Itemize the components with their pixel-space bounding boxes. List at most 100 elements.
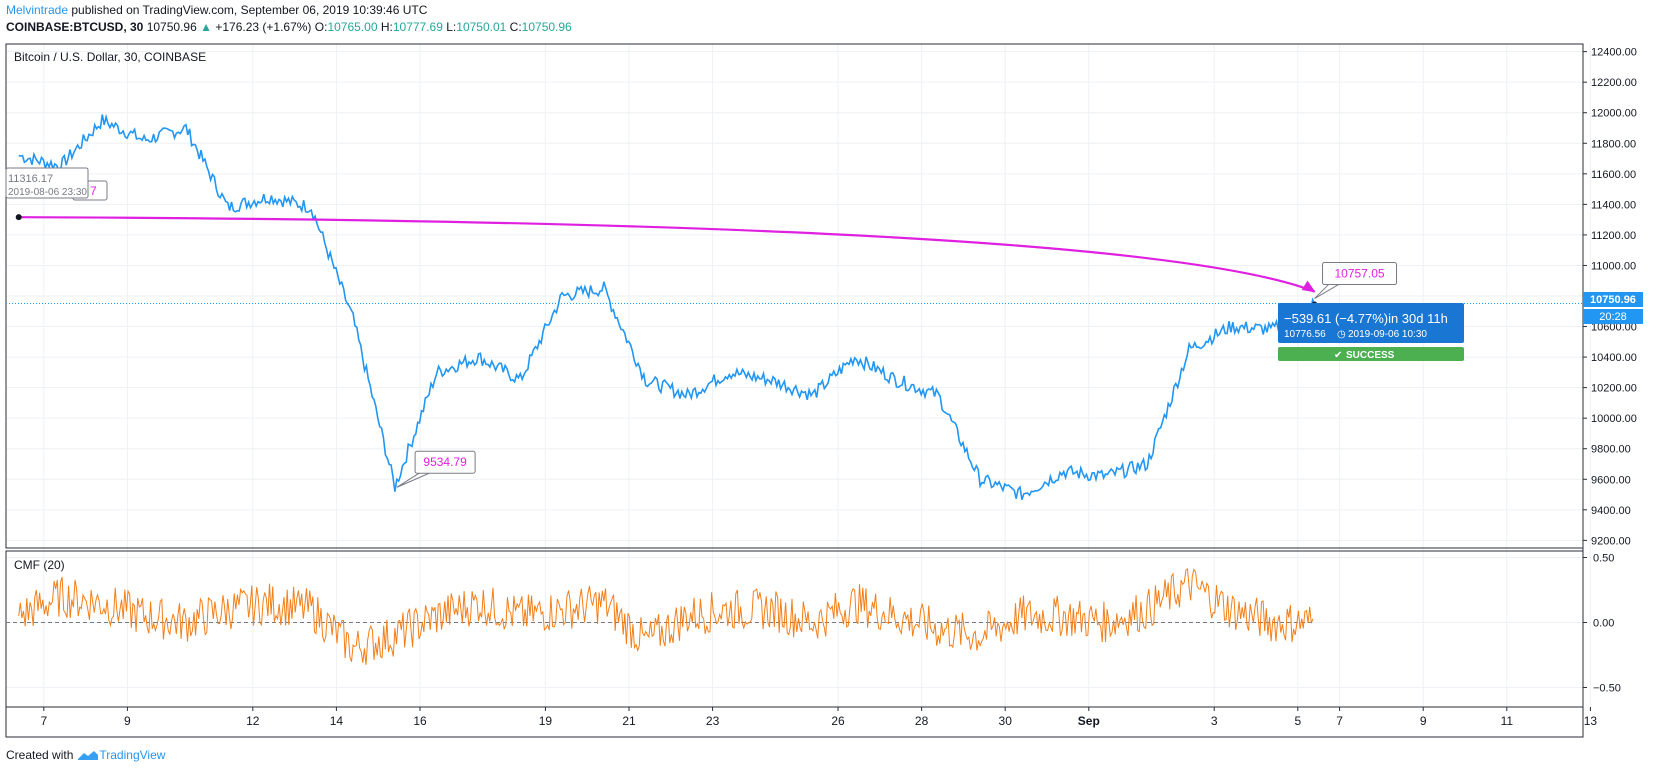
arrow-start-dot [15,214,22,221]
pane-frames [5,43,1584,738]
time-tick-label: Sep [1078,714,1100,728]
publish-info: published on TradingView.com, September … [68,3,428,17]
time-tick-label: 13 [1584,714,1598,728]
callout-box [1322,262,1398,286]
close-label: C: [509,20,522,34]
author-link[interactable]: Melvintrade [6,3,69,17]
price-tick-label: 12400.00 [1591,47,1637,59]
time-tick-label: 16 [413,714,427,728]
check-icon: ✔ [1334,350,1342,361]
grid-lines [6,44,1591,707]
stats-price: 10776.56 [1284,329,1326,340]
footer: Created with TradingView [6,748,165,762]
low-price-callout: 9534.79 [423,455,467,469]
cmf-line [18,567,1314,665]
stats-box-bg [1278,303,1464,343]
start-price-callout: 11316.17 [8,173,53,185]
time-tick-label: 21 [622,714,636,728]
last-price: 10750.96 [146,20,197,34]
stats-line1: −539.61 (−4.77%)in 30d 11h [1284,311,1448,326]
cmf-axis[interactable]: 0.50 0.00 −0.50 [1583,553,1621,695]
price-tick-label: 9200.00 [1591,535,1631,547]
start-callout-box [5,167,89,199]
low-label: L: [446,20,457,34]
time-tick-label: 7 [40,714,47,728]
success-badge-bg [1278,347,1464,361]
projection-arrow[interactable] [15,214,1318,308]
time-axis-frame [5,706,1584,738]
cmf-tick-label: 0.00 [1593,618,1614,630]
time-tick-label: 5 [1294,714,1301,728]
last-price-labels: 10750.96 20:28 [1583,292,1643,324]
time-tick-label: 30 [999,714,1013,728]
countdown-tag: 20:28 [1599,311,1627,323]
time-tick-label: 14 [330,714,344,728]
price-series [18,113,1316,501]
price-tick-label: 9400.00 [1591,505,1631,517]
time-tick-label: 9 [1420,714,1427,728]
ohlc-line: COINBASE:BTCUSD, 30 10750.96 ▲ +176.23 (… [6,20,572,34]
time-tick-label: 3 [1211,714,1218,728]
cmf-pane-title: CMF (20) [14,558,65,572]
success-badge: SUCCESS [1346,350,1395,361]
price-tick-label: 10600.00 [1591,322,1637,334]
price-callouts[interactable]: 9534.79 10757.05 7 11316.17 2019-08-06 23:30 [5,167,1398,488]
tradingview-logo-icon [78,751,99,760]
price-axis[interactable]: 12400.00 12200.00 12000.00 11800.00 11600.00… [1583,47,1637,548]
price-tick-label: 11400.00 [1591,199,1636,211]
price-tick-label: 10400.00 [1591,352,1637,364]
cmf-tick-label: −0.50 [1593,683,1621,695]
open-label: O: [314,20,328,34]
price-line [18,113,1316,501]
start-callout-cut-text: 7 [90,184,97,198]
price-tick-label: 11000.00 [1591,260,1636,272]
callout-pointer [1314,284,1339,299]
up-arrow-icon: ▲ [200,20,212,34]
cmf-tick-label: 0.50 [1593,553,1614,565]
time-tick-label: 19 [539,714,553,728]
time-tick-label: 9 [124,714,131,728]
projection-arrowhead [1301,280,1316,293]
cmf-series [18,567,1314,665]
price-tick-label: 9600.00 [1591,474,1631,486]
time-tick-label: 23 [706,714,720,728]
price-tick-label: 11800.00 [1591,138,1636,150]
last-price-tag: 10750.96 [1590,294,1636,306]
countdown-tag-bg [1583,309,1643,324]
callout-pointer [396,472,430,488]
price-tick-label: 10000.00 [1591,413,1637,425]
symbol-label: COINBASE:BTCUSD, 30 [6,20,144,34]
time-tick-label: 28 [915,714,929,728]
open-value: 10765.00 [327,20,378,34]
publish-line: Melvintrade published on TradingView.com… [6,3,427,17]
clock-icon: ◷ [1337,329,1346,340]
time-tick-label: 7 [1336,714,1343,728]
tradingview-link[interactable]: TradingView [77,748,165,762]
price-change: +176.23 (+1.67%) [215,20,312,34]
start-date-callout: 2019-08-06 23:30 [8,187,87,198]
price-tick-label: 10200.00 [1591,383,1637,395]
callout-box [414,450,476,474]
projection-curve [18,216,1315,293]
time-tick-label: 26 [831,714,845,728]
stats-box[interactable]: −539.61 (−4.77%)in 30d 11h 10776.56 ◷ 20… [1278,303,1464,361]
stats-date: 2019-09-06 10:30 [1348,329,1427,340]
target-price-callout: 10757.05 [1334,267,1384,281]
low-value: 10750.01 [456,20,507,34]
tradingview-brand: TradingView [99,748,166,762]
high-label: H: [380,20,393,34]
price-tick-label: 12200.00 [1591,77,1637,89]
price-tick-label: 11200.00 [1591,230,1636,242]
created-with-label: Created with [6,748,74,762]
last-price-tag-bg [1583,292,1643,307]
high-value: 10777.69 [392,20,443,34]
price-tick-label: 12000.00 [1591,108,1637,120]
price-tick-label: 9800.00 [1591,444,1631,456]
time-tick-label: 11 [1501,714,1514,728]
main-pane-title: Bitcoin / U.S. Dollar, 30, COINBASE [14,50,206,64]
time-tick-label: 12 [246,714,260,728]
time-axis[interactable]: 7 9 12 14 16 19 21 23 26 28 30 Sep 3 5 7 9 11 13 [40,707,1597,728]
close-value: 10750.96 [521,20,572,34]
price-tick-label: 11600.00 [1591,169,1636,181]
